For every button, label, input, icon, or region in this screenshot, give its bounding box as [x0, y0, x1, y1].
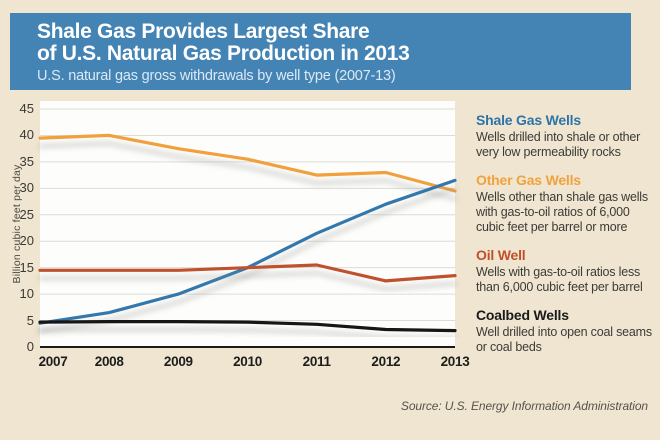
plot-area [38, 101, 457, 348]
x-tick-label: 2013 [440, 354, 470, 369]
page-title-line2: of U.S. Natural Gas Production in 2013 [37, 42, 410, 65]
legend-item-description: Wells other than shale gas wells with ga… [476, 190, 648, 234]
y-tick-label: 20 [19, 233, 34, 249]
page-title-line1: Shale Gas Provides Largest Share [37, 20, 370, 43]
series-line-oil-well [38, 263, 457, 283]
x-tick-label: 2012 [371, 354, 401, 369]
x-tick-label: 2009 [163, 354, 193, 369]
header-banner: Shale Gas Provides Largest Share of U.S.… [10, 13, 631, 90]
y-tick-label: 35 [19, 153, 34, 169]
x-tick-label: 2007 [38, 354, 68, 369]
line-chart [38, 108, 457, 348]
legend-item: Shale Gas Wells Wells drilled into shale … [476, 112, 654, 160]
x-tick-label: 2008 [94, 354, 124, 369]
legend-item-description: Wells with gas-to-oil ratios less than 6… [476, 265, 643, 294]
y-tick-label: 45 [19, 101, 34, 116]
legend-item-description: Well drilled into open coal seams or coa… [476, 325, 652, 354]
legend-item-label: Other Gas Wells [476, 172, 581, 188]
y-tick-label: 10 [19, 286, 34, 302]
legend-item-label: Oil Well [476, 247, 526, 263]
y-tick-label: 5 [26, 312, 34, 328]
legend-item: Oil Well Wells with gas-to-oil ratios les… [476, 247, 654, 295]
legend-item-description: Wells drilled into shale or other very l… [476, 130, 641, 159]
legend-item: Other Gas Wells Wells other than shale ga… [476, 172, 654, 235]
x-tick-label: 2010 [233, 354, 262, 369]
y-tick-label: 40 [19, 127, 34, 143]
y-tick-label: 0 [26, 339, 34, 354]
source-credit: Source: U.S. Energy Information Administ… [400, 399, 648, 413]
x-tick-label: 2011 [302, 354, 331, 369]
page-subtitle: U.S. natural gas gross withdrawals by we… [37, 68, 396, 84]
legend-item-label: Shale Gas Wells [476, 112, 581, 128]
series-line-other-gas-wells [38, 133, 457, 193]
legend-item: Coalbed Wells Well drilled into open coal… [476, 307, 654, 355]
y-tick-label: 15 [19, 259, 34, 275]
y-tick-label: 25 [19, 206, 34, 222]
y-tick-label: 30 [19, 180, 34, 196]
series-line-coalbed-wells [38, 320, 457, 333]
chart-legend: Shale Gas Wells Wells drilled into shale … [476, 112, 654, 355]
series-line-shale-gas-wells [38, 178, 457, 325]
legend-item-label: Coalbed Wells [476, 307, 569, 323]
